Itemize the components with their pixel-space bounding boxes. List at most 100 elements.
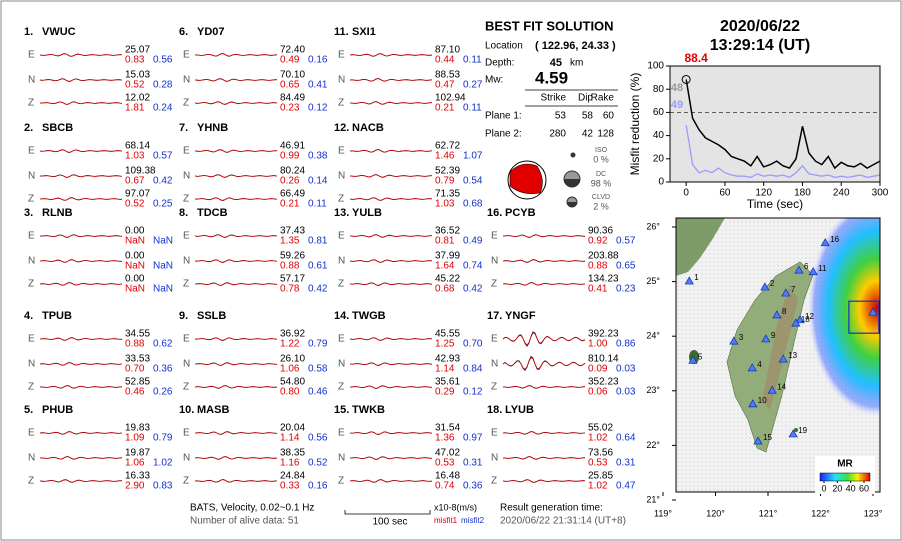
component: Z [491, 382, 497, 393]
y-tick-label: 100 [647, 61, 664, 72]
waveform-synthetic [39, 385, 123, 389]
amplitude: 102.94 [435, 93, 466, 104]
component-icon-fill [567, 202, 577, 207]
epicenter-box [848, 300, 880, 334]
component: Z [491, 279, 497, 290]
amplitude: 90.36 [588, 226, 613, 237]
misfit2: 0.49 [463, 236, 483, 247]
data-info: BATS, Velocity, 0.02~0.1 Hz [190, 503, 314, 514]
station-label: 5 [698, 352, 703, 361]
station-name: YD07 [197, 26, 225, 38]
amplitude: 25.85 [588, 471, 613, 482]
misfit2: 0.11 [308, 199, 327, 210]
misfit1: 1.02 [588, 433, 608, 444]
solution-panel: 2020/06/22 13:29:14 (UT) BEST FIT SOLUTION… [485, 18, 810, 211]
misfit1: 0.09 [588, 364, 608, 375]
component: E [338, 50, 345, 61]
misfit2: 0.47 [616, 481, 636, 492]
station-name: YULB [352, 207, 382, 219]
lat-tick-label: 25° [646, 276, 660, 286]
component: E [183, 50, 190, 61]
amplitude: 45.55 [435, 329, 460, 340]
plane-label: Plane 2: [485, 129, 522, 140]
station-marker [761, 334, 771, 343]
waveform-synthetic [349, 385, 433, 389]
misfit1: 0.52 [125, 80, 145, 91]
depth: 45 [550, 57, 562, 69]
waveform-synthetic [39, 431, 123, 435]
misfit1: 0.21 [435, 103, 455, 114]
component: Z [183, 279, 189, 290]
misfit1: 1.03 [125, 151, 145, 162]
component: Z [28, 98, 34, 109]
waveform-synthetic [502, 456, 586, 460]
amplitude: 84.49 [280, 93, 305, 104]
station-label: 13 [788, 351, 797, 360]
misfit2: 1.02 [153, 458, 173, 469]
waveform-synthetic [39, 337, 123, 341]
waveform-synthetic [194, 362, 278, 366]
misfit1: 0.41 [588, 284, 608, 295]
amplitude: 31.54 [435, 423, 460, 434]
component: Z [28, 476, 34, 487]
component: N [183, 256, 190, 267]
component: N [491, 359, 498, 370]
lat-tick-label: 22° [646, 440, 660, 450]
station-marker [791, 318, 801, 327]
amplitude: 34.55 [125, 329, 150, 340]
station-marker [778, 354, 788, 363]
component: Z [338, 194, 344, 205]
x-tick-label: 60 [719, 188, 731, 199]
plot-area [670, 66, 880, 182]
component-percent: 2 % [593, 201, 609, 211]
misfit1: 1.64 [435, 261, 455, 272]
misfit2: 0.23 [616, 284, 636, 295]
component: Z [183, 476, 189, 487]
misfit1: 1.36 [435, 433, 455, 444]
waveform-synthetic [502, 431, 586, 435]
station-name: MASB [197, 404, 229, 416]
amplitude: 33.53 [125, 354, 150, 365]
component: N [338, 171, 345, 182]
amplitude: 35.61 [435, 377, 460, 388]
misfit1: 0.74 [435, 481, 455, 492]
amplitude: 19.83 [125, 423, 150, 434]
mw: 4.59 [535, 68, 568, 87]
amplitude: 80.24 [280, 166, 305, 177]
lat-tick-label: 21° [646, 494, 660, 504]
station-name: YHNB [197, 122, 228, 134]
amplitude: 0.00 [125, 274, 145, 285]
station-label: 14 [777, 382, 786, 391]
plane-value: 280 [549, 129, 566, 140]
misfit1: 0.83 [125, 55, 145, 66]
map: 12345678910111213141516171819119°120°121… [646, 217, 883, 518]
series-line [685, 79, 881, 170]
misfit1: 1.35 [280, 236, 300, 247]
misfit2: 0.11 [463, 55, 482, 66]
amplitude: 59.26 [280, 251, 305, 262]
misfit2: 0.46 [308, 387, 328, 398]
station-name: TWGB [352, 310, 386, 322]
component: Z [183, 382, 189, 393]
waveform-synthetic [502, 356, 586, 370]
waveform-synthetic [349, 53, 433, 57]
alive-count: Number of alive data: 51 [190, 516, 299, 527]
component: E [28, 231, 35, 242]
amplitude: 36.92 [280, 329, 305, 340]
legend-misfit1: misfit1 [434, 516, 458, 525]
amplitude: 57.17 [280, 274, 305, 285]
amplitude: 25.07 [125, 45, 150, 56]
component: E [491, 231, 498, 242]
station-name: SXI1 [352, 26, 376, 38]
misfit2: NaN [153, 261, 173, 272]
unit: x10-8(m/s) [434, 502, 477, 512]
amplitude: 87.10 [435, 45, 460, 56]
amplitude: 392.23 [588, 329, 619, 340]
station-marker [747, 363, 757, 372]
misfit2: 0.79 [308, 339, 328, 350]
component-name: ISO [595, 147, 608, 154]
misfit2: 0.79 [153, 433, 173, 444]
amplitude: 109.38 [125, 166, 156, 177]
misfit1: 1.09 [125, 433, 145, 444]
component: E [491, 334, 498, 345]
